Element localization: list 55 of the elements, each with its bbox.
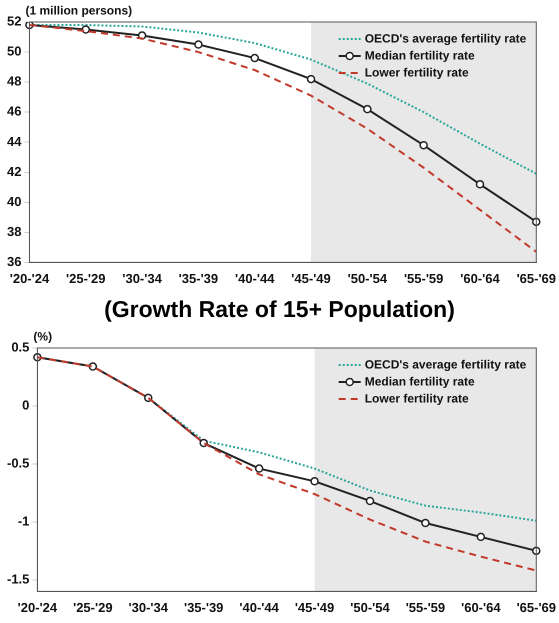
point — [419, 140, 428, 150]
y-tick-label: -0.5 — [6, 455, 30, 470]
y-tick-label: 50 — [6, 44, 22, 59]
point — [82, 25, 90, 34]
point — [366, 496, 374, 506]
y-tick-label: -1 — [18, 513, 30, 528]
y-tick-label: 42 — [6, 164, 22, 179]
point — [363, 104, 372, 114]
y-tick-label: 36 — [6, 254, 22, 269]
x-tick-label: '60-'64 — [460, 270, 500, 286]
x-tick-label: '55-'59 — [406, 600, 446, 615]
x-tick-label: '25-'29 — [66, 270, 106, 286]
x-tick-label: '45-'49 — [294, 600, 334, 615]
point — [254, 464, 264, 473]
y-tick-label: 40 — [6, 194, 22, 209]
legend-label: Median fertility rate — [364, 374, 476, 388]
point — [250, 54, 259, 62]
x-tick-label: '20-'24 — [10, 270, 50, 286]
x-tick-label: '55-'59 — [404, 270, 444, 286]
x-tick-label: '35-'39 — [184, 600, 224, 615]
y-tick-label: 48 — [6, 74, 22, 89]
y-tick-label: 52 — [6, 14, 22, 29]
y-tick-label: 0 — [22, 398, 30, 413]
chart-title: (Growth Rate of 15+ Population) — [103, 295, 456, 324]
y-tick-label: 0.5 — [11, 340, 30, 355]
x-tick-label: '40-'44 — [234, 270, 276, 286]
x-tick-label: '30-'34 — [128, 600, 169, 615]
x-tick-label: '40-'44 — [239, 600, 280, 615]
legend-label: Median fertility rate — [364, 48, 476, 62]
x-tick-label: '65-'69 — [516, 600, 556, 615]
y-axis-title: (1 million persons) — [25, 3, 132, 18]
point — [421, 518, 430, 528]
y-tick-label: 44 — [6, 134, 22, 149]
x-tick-label: '50-'54 — [350, 600, 390, 615]
x-tick-label: '20-'24 — [18, 600, 58, 615]
x-tick-label: '25-'29 — [73, 600, 113, 615]
point — [310, 477, 319, 486]
point — [476, 180, 484, 189]
legend-label: Lower fertility rate — [364, 65, 470, 80]
x-tick-label: '60-'64 — [461, 600, 502, 615]
y-tick-label: 46 — [6, 104, 22, 119]
legend-label: Lower fertility rate — [364, 391, 470, 406]
point — [194, 40, 203, 49]
x-tick-label: '65-'69 — [516, 270, 556, 286]
legend-label: OECD's average fertility rate — [364, 357, 527, 372]
x-tick-label: '50-'54 — [348, 270, 388, 286]
point — [306, 74, 316, 84]
x-tick-label: '35-'39 — [178, 270, 218, 286]
x-tick-label: '45-'49 — [291, 270, 331, 286]
y-axis-title: (%) — [33, 329, 52, 344]
x-tick-label: '30-'34 — [122, 270, 163, 286]
y-tick-label: -1.5 — [6, 571, 30, 586]
point — [476, 532, 486, 542]
legend-label: OECD's average fertility rate — [364, 31, 527, 46]
y-tick-label: 38 — [6, 224, 22, 239]
